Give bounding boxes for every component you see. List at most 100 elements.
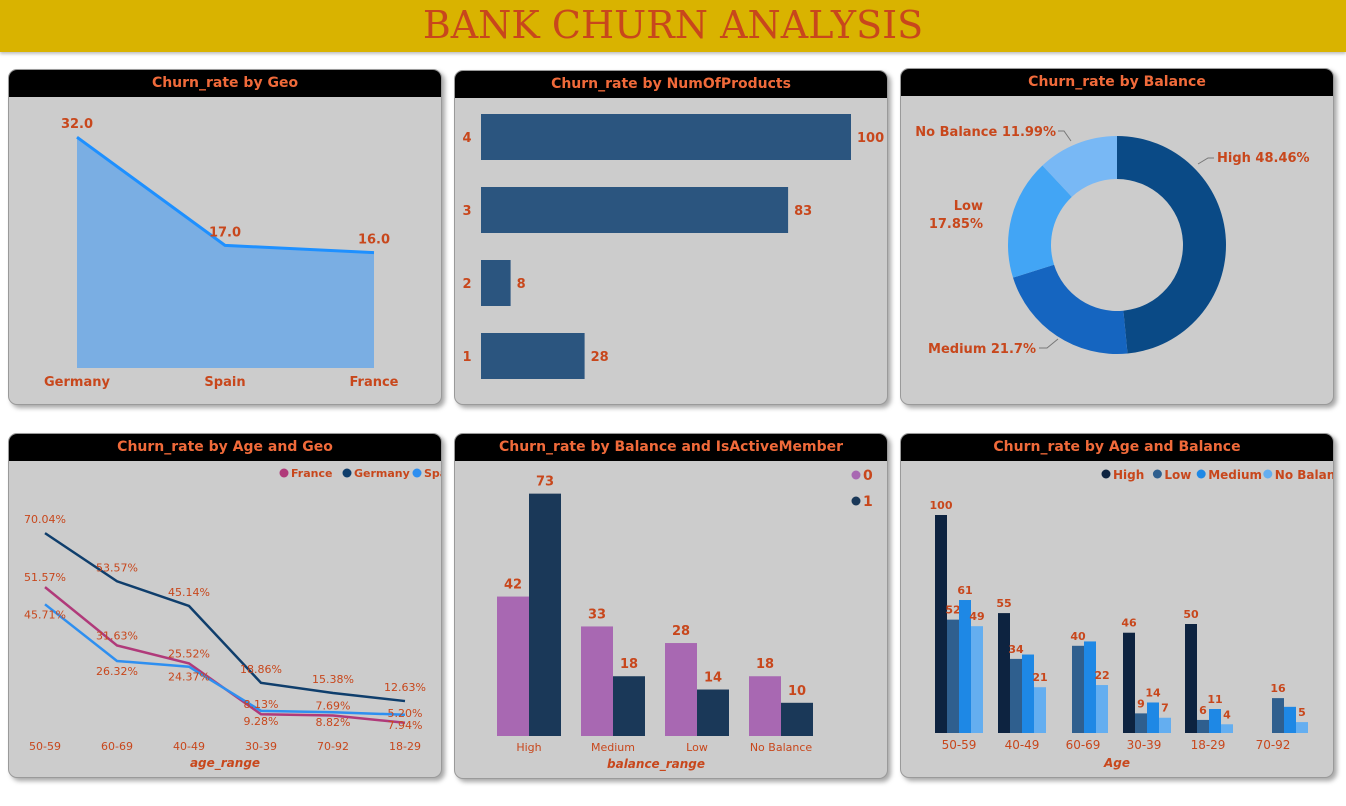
dashboard-title: BANK CHURN ANALYSIS <box>422 3 924 47</box>
leader-line <box>1058 130 1072 142</box>
legend-label: Low <box>1164 468 1191 482</box>
bar <box>1284 706 1296 733</box>
chart-churn-by-age-geo: France Germany Spain 51.57% 31.63% 25.52% 8.13… <box>24 467 441 771</box>
bar <box>1296 722 1308 733</box>
x-tick-label: Medium <box>591 741 635 754</box>
data-label: 17.0 <box>209 225 241 240</box>
bar <box>481 333 585 379</box>
data-label: 5.20% <box>388 707 423 720</box>
x-tick-label: Low <box>686 741 708 754</box>
data-label: 7 <box>1161 702 1169 715</box>
panel-title-age-geo: Churn_rate by Age and Geo <box>9 434 441 461</box>
legend-label: Germany <box>354 467 410 480</box>
data-label: 61 <box>957 584 972 597</box>
data-label: 15.38% <box>312 673 354 686</box>
data-label: 100 <box>930 499 953 512</box>
data-label: 18 <box>756 657 774 672</box>
x-tick-label: 50-59 <box>29 740 61 753</box>
bar <box>998 613 1010 733</box>
data-label: 14 <box>704 671 722 686</box>
bar <box>971 626 983 733</box>
y-tick-label: 2 <box>462 277 471 292</box>
panel-churn-by-geo[interactable]: Churn_rate by Geo 32.0 Germany 17.0 Spain 16… <box>8 69 442 405</box>
x-tick-label: Spain <box>204 375 245 390</box>
legend-marker <box>412 468 422 478</box>
slice-label: Low <box>954 199 983 214</box>
data-label: 6 <box>1199 704 1207 717</box>
bar <box>1197 719 1209 733</box>
data-label: 100 <box>857 131 884 146</box>
bar <box>1272 698 1284 733</box>
data-label: 24.37% <box>168 671 210 684</box>
data-label: 28 <box>591 350 609 365</box>
data-label: 18.86% <box>240 663 282 676</box>
data-label: 21 <box>1032 671 1047 684</box>
donut-slice <box>1013 264 1128 354</box>
legend-label: No Balance <box>1275 468 1333 482</box>
data-label: 31.63% <box>96 629 138 642</box>
data-label: 52 <box>945 604 960 617</box>
legend-label: Spain <box>424 467 441 480</box>
bar <box>481 114 851 160</box>
panel-churn-by-age-geo[interactable]: Churn_rate by Age and Geo France Germany S… <box>8 433 442 778</box>
data-label: 8.82% <box>316 716 351 729</box>
series-line <box>44 603 406 717</box>
data-label: 11 <box>1207 693 1222 706</box>
data-label: 26.32% <box>96 665 138 678</box>
slice-label: Medium 21.7% <box>928 342 1036 357</box>
panel-title-balance: Churn_rate by Balance <box>901 69 1333 96</box>
data-label: 22 <box>1094 669 1109 682</box>
bar <box>1123 632 1135 733</box>
data-label: 8.13% <box>244 698 279 711</box>
data-label: 4 <box>1223 708 1231 721</box>
x-tick-label: 60-69 <box>1066 738 1101 752</box>
series-line <box>44 532 406 703</box>
data-label: 45.14% <box>168 586 210 599</box>
bar <box>1147 702 1159 733</box>
donut-slice <box>1042 136 1117 197</box>
data-label: 34 <box>1008 643 1024 656</box>
data-label: 25.52% <box>168 647 210 660</box>
bar <box>481 187 789 233</box>
panel-churn-by-age-balance[interactable]: Churn_rate by Age and Balance High Low Med… <box>900 433 1334 778</box>
x-tick-label: 40-49 <box>1005 738 1040 752</box>
x-tick-label: No Balance <box>750 741 813 754</box>
panel-churn-by-products[interactable]: Churn_rate by NumOfProducts 4 100 3 83 2 8 1 28 <box>454 70 888 405</box>
bar <box>481 260 511 306</box>
area-fill <box>77 137 374 368</box>
x-tick-label: 70-92 <box>1256 738 1291 752</box>
x-axis-title: age_range <box>190 756 260 771</box>
y-tick-label: 1 <box>462 350 471 365</box>
y-tick-label: 3 <box>462 204 471 219</box>
data-label: 7.94% <box>388 719 423 732</box>
title-banner: BANK CHURN ANALYSIS <box>0 0 1346 52</box>
y-tick-label: 4 <box>462 131 471 146</box>
bar <box>1072 645 1084 733</box>
series-line <box>44 586 406 725</box>
data-label: 7.69% <box>316 700 351 713</box>
data-label: 53.57% <box>96 561 138 574</box>
bar <box>947 619 959 733</box>
x-axis-title: balance_range <box>607 757 705 772</box>
panel-churn-by-balance[interactable]: Churn_rate by Balance High 48.46% Medium … <box>900 68 1334 405</box>
legend-marker <box>1263 469 1273 479</box>
data-label: 10 <box>788 684 806 699</box>
legend-label: Medium <box>1208 468 1262 482</box>
bar <box>1135 713 1147 733</box>
data-label: 5 <box>1298 706 1306 719</box>
panel-title-age-balance: Churn_rate by Age and Balance <box>901 434 1333 461</box>
data-label: 32.0 <box>61 117 93 132</box>
data-label: 9 <box>1137 697 1145 710</box>
bar <box>1096 685 1108 733</box>
panel-churn-by-balance-active[interactable]: Churn_rate by Balance and IsActiveMember… <box>454 433 888 779</box>
legend-label: 0 <box>863 468 873 484</box>
bar <box>1022 654 1034 733</box>
x-tick-label: 60-69 <box>101 740 133 753</box>
panel-title-balance-active: Churn_rate by Balance and IsActiveMember <box>455 434 887 461</box>
legend-marker <box>342 468 352 478</box>
x-tick-label: 18-29 <box>389 740 421 753</box>
bar <box>665 643 697 736</box>
donut-slice <box>1117 136 1226 354</box>
bar <box>1034 687 1046 733</box>
